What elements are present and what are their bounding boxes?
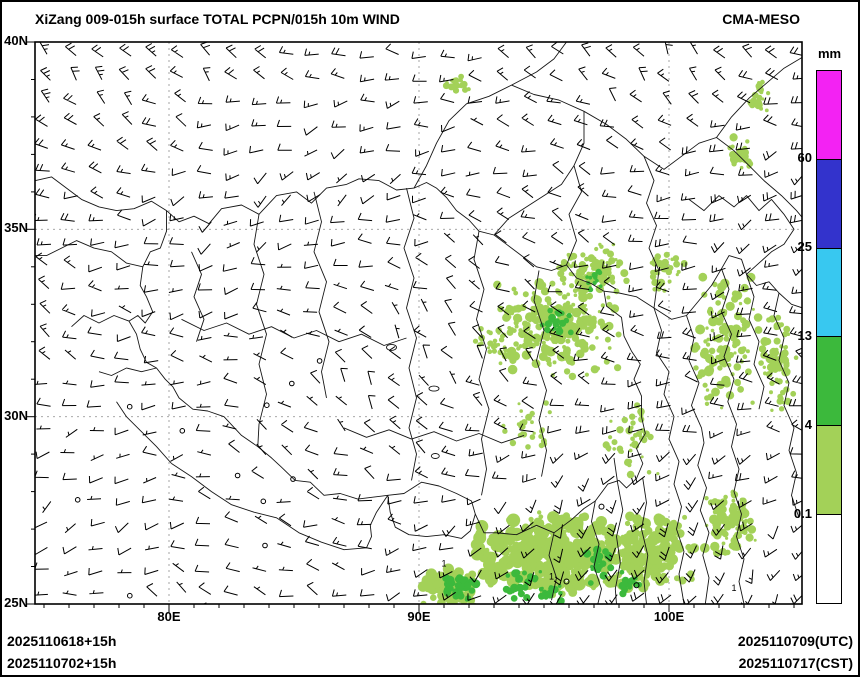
colorbar-segment (817, 514, 841, 603)
lon-tick-label: 90E (407, 609, 431, 624)
boundary-qh-int-2 (643, 156, 660, 309)
valid-time-cst: 2025110717(CST) (738, 655, 853, 671)
lat-tick-label: 30N (4, 407, 28, 423)
boundary-xz-int-5 (533, 270, 547, 477)
boundary-xizang-outer (128, 178, 646, 536)
plot-frame (34, 41, 803, 605)
valid-time-utc: 2025110709(UTC) (737, 633, 853, 649)
boundary-bhutan-south (387, 495, 476, 539)
boundary-xinjiang-qinghai (413, 42, 567, 189)
colorbar (816, 70, 842, 604)
calm-wind-circles (74, 358, 323, 599)
lat-tick-label: 40N (4, 33, 28, 48)
model-name: CMA-MESO (722, 11, 800, 27)
boundary-nepal-india-south (171, 463, 389, 551)
boundary-sc-int-1 (686, 315, 705, 443)
boundary-qh-int-3 (493, 165, 575, 236)
calm-circle (633, 582, 640, 589)
boundary-xz-int-3 (473, 231, 490, 496)
wind-barbs (35, 42, 802, 604)
figure-title: XiZang 009-015h surface TOTAL PCPN/015h … (35, 11, 400, 27)
boundary-yellow-river-area (688, 195, 795, 275)
colorbar-segment (817, 158, 841, 248)
boundary-xz-int-6 (343, 427, 525, 444)
colorbar-segment (817, 425, 841, 515)
boundary-myanmar-china (591, 500, 602, 604)
boundary-xz-int-2 (403, 187, 417, 481)
lake-outline (428, 385, 440, 392)
contour-label: 1 (549, 572, 554, 582)
footer-right: 2025110709(UTC) 2025110717(CST) (738, 630, 853, 674)
boundary-hengduan-a (613, 457, 624, 604)
colorbar-unit: mm (817, 46, 842, 61)
graticule (35, 42, 802, 604)
lat-axis-labels: 40N 35N 30N 25N (2, 2, 32, 675)
init-time-utc: 2025110618+15h (7, 633, 117, 649)
colorbar-segment (817, 247, 841, 337)
calm-circle (563, 578, 570, 585)
boundary-himachal (71, 315, 130, 328)
lat-tick-label: 35N (4, 220, 28, 236)
map-svg: 1 1 1 (27, 41, 803, 612)
footer-left: 2025110618+15h 2025110702+15h (7, 630, 116, 674)
colorbar-segment (817, 336, 841, 426)
boundary-xz-int-7 (253, 214, 267, 447)
boundary-sc-int-3 (746, 274, 765, 410)
contour-label: 1 (732, 583, 737, 593)
boundary-sc-int-2 (721, 268, 745, 604)
boundary-xz-int-8 (191, 251, 205, 342)
map-plot-area: 1 1 1 (27, 41, 803, 612)
calm-circle (598, 503, 605, 510)
boundary-qinghai-gansu (511, 84, 802, 218)
boundary-kashmir-loc (35, 240, 143, 268)
init-time-cst: 2025110702+15h (7, 655, 117, 671)
map-boundaries (35, 42, 802, 604)
boundary-uttarakhand (98, 367, 157, 376)
boundary-hengduan-b (641, 478, 649, 604)
lake-outline (430, 453, 440, 459)
axis-ticks (27, 41, 795, 612)
boundary-xz-int-1 (313, 191, 330, 398)
boundary-qh-int-1 (566, 111, 585, 266)
boundary-karakoram (35, 176, 167, 212)
boundary-yunnan-east (697, 442, 710, 604)
boundary-sc-int-4 (773, 292, 800, 518)
contour-label: 1 (442, 559, 447, 569)
boundary-india-nepal-west (116, 401, 172, 464)
lon-tick-label: 100E (653, 609, 685, 624)
boundary-qinghai-sichuan (603, 255, 802, 320)
colorbar-segment (817, 71, 841, 159)
map-content: 1 1 1 (35, 42, 802, 604)
lat-tick-label: 25N (4, 595, 28, 610)
map-annotations: 1 1 1 (442, 503, 737, 593)
lon-tick-label: 80E (157, 609, 181, 624)
lake-outline (386, 343, 397, 351)
boundary-myanmar-india (548, 532, 557, 601)
boundary-gansu-ne (716, 56, 802, 138)
boundary-xz-int-4 (181, 318, 407, 346)
